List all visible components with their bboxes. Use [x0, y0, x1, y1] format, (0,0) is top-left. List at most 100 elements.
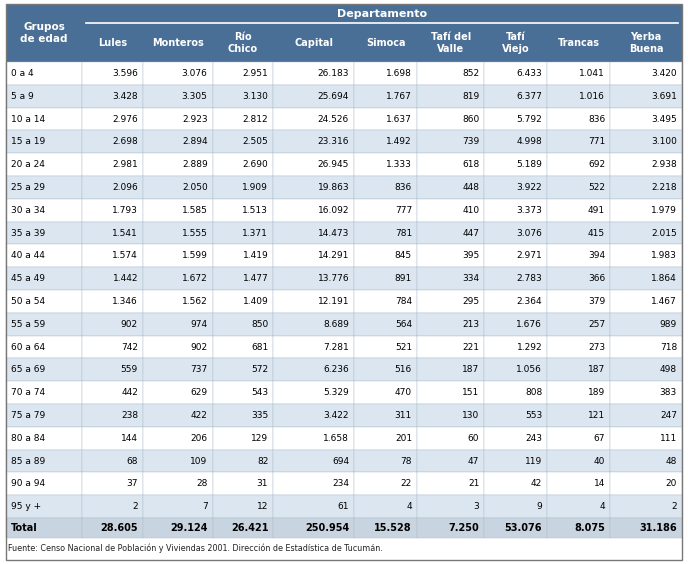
Bar — [484, 336, 547, 358]
Bar — [417, 130, 484, 153]
Bar — [273, 199, 354, 222]
Bar — [143, 450, 213, 473]
Text: 53.076: 53.076 — [505, 523, 542, 533]
Text: 26.945: 26.945 — [318, 160, 349, 169]
Bar — [213, 404, 273, 427]
Bar — [83, 24, 143, 62]
Text: 448: 448 — [462, 183, 480, 192]
Text: Monteros: Monteros — [152, 38, 204, 48]
Bar — [484, 108, 547, 130]
Bar — [143, 244, 213, 267]
Text: 75 a 79: 75 a 79 — [11, 411, 45, 420]
Text: 1.599: 1.599 — [182, 252, 208, 261]
Bar — [273, 130, 354, 153]
Bar — [354, 290, 417, 313]
Bar — [143, 199, 213, 222]
Text: 12: 12 — [257, 502, 268, 511]
Text: 295: 295 — [462, 297, 480, 306]
Text: 238: 238 — [121, 411, 138, 420]
Text: 1.793: 1.793 — [112, 206, 138, 215]
Text: 2.690: 2.690 — [242, 160, 268, 169]
Bar — [547, 108, 610, 130]
Text: 498: 498 — [660, 365, 677, 374]
Text: 618: 618 — [462, 160, 480, 169]
Bar — [6, 4, 83, 62]
Bar — [213, 108, 273, 130]
Bar — [83, 62, 143, 85]
Text: 3.596: 3.596 — [112, 69, 138, 78]
Bar — [213, 495, 273, 518]
Text: 2.981: 2.981 — [112, 160, 138, 169]
Bar — [610, 222, 682, 244]
Bar — [83, 313, 143, 336]
Bar — [213, 473, 273, 495]
Bar — [6, 130, 83, 153]
Bar — [83, 473, 143, 495]
Bar — [6, 450, 83, 473]
Text: 4: 4 — [599, 502, 605, 511]
Text: 3.100: 3.100 — [651, 137, 677, 146]
Bar — [83, 495, 143, 518]
Bar — [484, 313, 547, 336]
Text: 26.421: 26.421 — [230, 523, 268, 533]
Bar — [83, 290, 143, 313]
Bar — [143, 153, 213, 176]
Text: 491: 491 — [588, 206, 605, 215]
Text: 3.422: 3.422 — [323, 411, 349, 420]
Bar — [354, 130, 417, 153]
Text: 860: 860 — [462, 114, 480, 124]
Bar — [143, 222, 213, 244]
Bar — [417, 495, 484, 518]
Bar — [547, 404, 610, 427]
Bar — [143, 381, 213, 404]
Bar — [273, 176, 354, 199]
Text: 206: 206 — [191, 434, 208, 443]
Text: 1.979: 1.979 — [651, 206, 677, 215]
Bar — [484, 290, 547, 313]
Bar — [213, 199, 273, 222]
Bar — [143, 427, 213, 450]
Text: 3.373: 3.373 — [517, 206, 542, 215]
Text: 35 a 39: 35 a 39 — [11, 228, 45, 237]
Bar — [484, 381, 547, 404]
Text: 7.250: 7.250 — [449, 523, 480, 533]
Text: Departamento: Departamento — [337, 9, 427, 19]
Text: 1.016: 1.016 — [579, 92, 605, 101]
Bar — [143, 473, 213, 495]
Text: 781: 781 — [395, 228, 412, 237]
Text: 422: 422 — [191, 411, 208, 420]
Text: 80 a 84: 80 a 84 — [11, 434, 45, 443]
Bar — [213, 24, 273, 62]
Text: 8.075: 8.075 — [574, 523, 605, 533]
Text: 20: 20 — [665, 479, 677, 488]
Text: 2.096: 2.096 — [112, 183, 138, 192]
Text: 852: 852 — [462, 69, 480, 78]
Bar — [484, 153, 547, 176]
Bar — [547, 518, 610, 538]
Text: 28.605: 28.605 — [100, 523, 138, 533]
Text: 771: 771 — [588, 137, 605, 146]
Bar — [6, 495, 83, 518]
Bar — [213, 153, 273, 176]
Text: 1.346: 1.346 — [112, 297, 138, 306]
Bar — [273, 495, 354, 518]
Text: 2.894: 2.894 — [182, 137, 208, 146]
Bar — [484, 267, 547, 290]
Text: 0 a 4: 0 a 4 — [11, 69, 34, 78]
Text: 1.056: 1.056 — [517, 365, 542, 374]
Text: 383: 383 — [660, 388, 677, 397]
Bar — [6, 336, 83, 358]
Text: 42: 42 — [531, 479, 542, 488]
Text: 718: 718 — [660, 342, 677, 351]
Text: 2.938: 2.938 — [652, 160, 677, 169]
Bar — [143, 290, 213, 313]
Text: 1.672: 1.672 — [182, 274, 208, 283]
Bar — [273, 62, 354, 85]
Text: 2.976: 2.976 — [112, 114, 138, 124]
Text: 22: 22 — [400, 479, 412, 488]
Bar — [83, 85, 143, 108]
Bar — [213, 267, 273, 290]
Bar — [547, 290, 610, 313]
Text: 213: 213 — [462, 320, 480, 329]
Bar — [610, 290, 682, 313]
